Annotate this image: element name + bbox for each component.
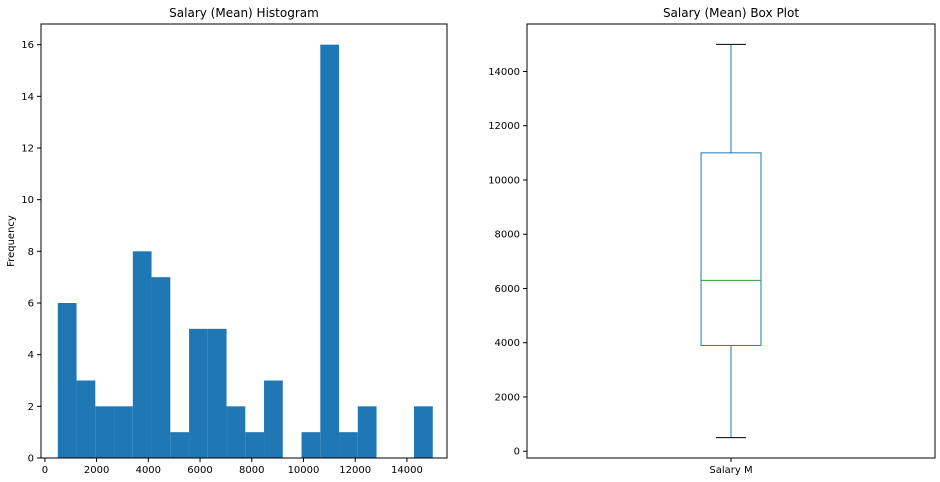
histogram-y-tick-label: 6 — [28, 299, 34, 310]
histogram-bar — [301, 432, 321, 458]
histogram-y-tick-label: 12 — [21, 144, 34, 155]
histogram-y-tick-label: 16 — [21, 40, 34, 51]
histogram-bar — [189, 328, 208, 458]
histogram-bar — [76, 380, 96, 458]
boxplot-y-tick-label: 0 — [514, 447, 520, 458]
boxplot-y-tick-label: 4000 — [495, 338, 520, 349]
histogram-bar — [114, 406, 133, 458]
histogram-y-tick-label: 10 — [21, 195, 34, 206]
histogram-bar — [226, 406, 246, 458]
histogram-bar — [170, 432, 190, 458]
boxplot-y-tick-label: 6000 — [495, 284, 520, 295]
histogram-bar — [245, 432, 265, 458]
histogram-x-tick-label: 0 — [42, 465, 48, 476]
histogram-x-tick-label: 10000 — [288, 465, 320, 476]
histogram-bar — [132, 251, 152, 458]
boxplot-y-tick-label: 10000 — [488, 175, 520, 186]
histogram-x-tick-label: 2000 — [84, 465, 109, 476]
histogram-bar — [320, 44, 340, 459]
boxplot-box — [700, 152, 762, 346]
histogram-bar — [264, 380, 283, 458]
histogram-bar — [151, 277, 171, 458]
histogram-frame — [40, 23, 448, 459]
boxplot-title: Salary (Mean) Box Plot — [663, 6, 799, 20]
boxplot-panel: Salary (Mean) Box Plot 0 2000 4000 6000 8000… — [488, 6, 936, 476]
histogram-y-tick-label: 14 — [21, 92, 34, 103]
histogram-bar — [414, 406, 433, 458]
histogram-x-tick-label: 12000 — [339, 465, 371, 476]
histogram-y-tick-label: 0 — [28, 454, 34, 465]
histogram-bar — [339, 432, 358, 458]
histogram-y-tick-label: 2 — [28, 402, 34, 413]
histogram-y-tick-label: 8 — [28, 247, 34, 258]
histogram-y-tick-label: 4 — [28, 350, 34, 361]
histogram-bar — [57, 303, 77, 458]
histogram-x-tick-label: 14000 — [391, 465, 423, 476]
histogram-x-ticks: 0 2000 4000 6000 8000 10000 12000 14000 — [42, 458, 423, 476]
boxplot-y-tick-label: 8000 — [495, 230, 520, 241]
boxplot-y-tick-label: 2000 — [495, 392, 520, 403]
histogram-y-axis-label: Frequency — [6, 215, 17, 267]
histogram-title: Salary (Mean) Histogram — [169, 6, 319, 20]
histogram-y-ticks: 0 2 4 6 8 10 12 14 16 — [21, 40, 41, 465]
histogram-bars — [57, 44, 433, 459]
boxplot-y-tick-label: 14000 — [488, 67, 520, 78]
histogram-bar — [207, 328, 227, 458]
histogram-x-tick-label: 4000 — [136, 465, 161, 476]
boxplot-elements — [700, 43, 762, 439]
histogram-x-tick-label: 8000 — [239, 465, 264, 476]
histogram-bar — [357, 406, 377, 458]
histogram-x-tick-label: 6000 — [187, 465, 212, 476]
boxplot-category-label: Salary M — [709, 465, 752, 476]
histogram-panel: Salary (Mean) Histogram Frequency 0 2000 4… — [6, 6, 448, 476]
boxplot-y-tick-label: 12000 — [488, 121, 520, 132]
boxplot-y-ticks: 0 2000 4000 6000 8000 10000 12000 14000 — [488, 67, 527, 458]
histogram-bar — [95, 406, 115, 458]
